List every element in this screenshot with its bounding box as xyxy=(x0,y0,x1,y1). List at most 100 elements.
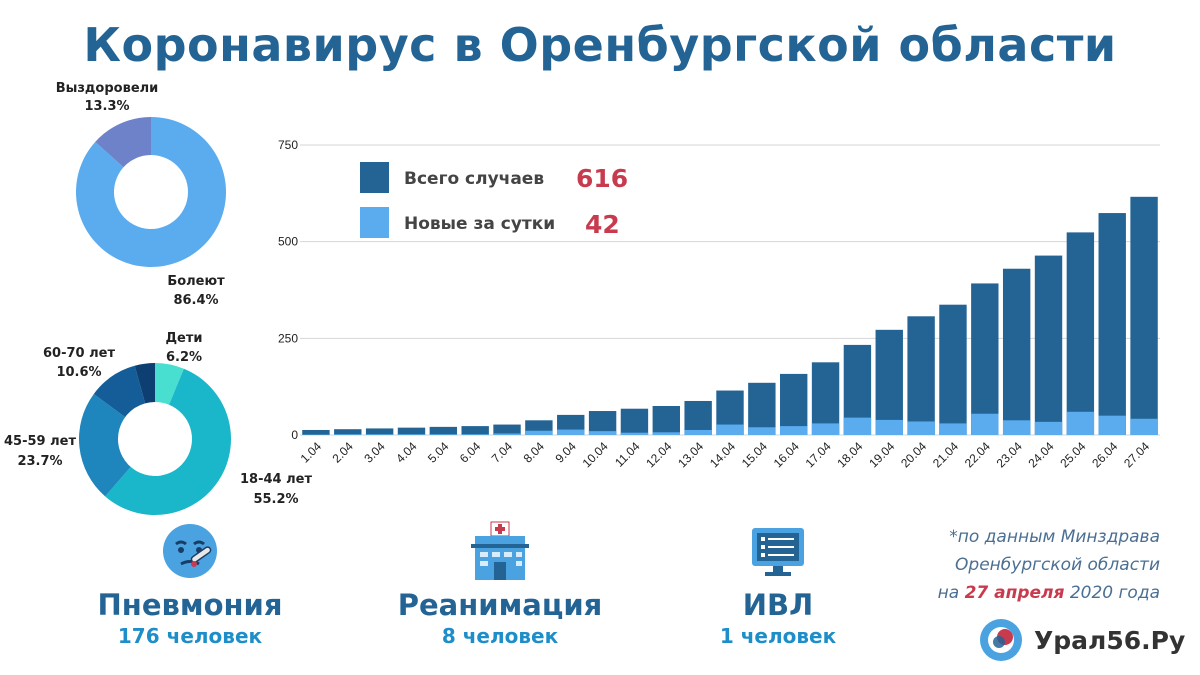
x-tick-label: 14.04 xyxy=(707,439,738,470)
source-note: *по данным Минздрава Оренбургской област… xyxy=(938,523,1160,607)
x-tick-label: 2.04 xyxy=(329,439,356,466)
bar-new xyxy=(557,429,585,435)
x-tick-label: 3.04 xyxy=(361,439,388,466)
age-label-45-59-name: 45-59 лет xyxy=(4,434,76,449)
bar-new xyxy=(939,423,967,435)
x-tick-label: 20.04 xyxy=(898,439,929,470)
age-slice-3 xyxy=(93,365,146,418)
bar-total xyxy=(334,429,362,435)
y-tick-label: 500 xyxy=(278,235,298,249)
bar-total xyxy=(1130,196,1158,435)
age-slice-2 xyxy=(78,393,131,497)
x-tick-label: 1.04 xyxy=(298,439,325,466)
bar-total xyxy=(397,427,426,435)
x-tick-label: 25.04 xyxy=(1057,439,1088,470)
x-tick-label: 13.04 xyxy=(675,439,706,470)
bar-new xyxy=(1002,420,1031,435)
bar-total xyxy=(971,283,999,435)
bar-new xyxy=(1034,421,1063,435)
stat-icu-value: 8 человек xyxy=(441,624,559,648)
age-slice-4 xyxy=(134,363,155,404)
x-tick-label: 18.04 xyxy=(834,439,865,470)
bar-new xyxy=(652,432,680,435)
brand-logo: Урал56.Ру xyxy=(978,617,1185,663)
source-note-line2: Оренбургской области xyxy=(955,555,1160,575)
y-tick-label: 0 xyxy=(291,428,298,442)
bar-new xyxy=(716,424,744,435)
bar-total xyxy=(939,304,967,435)
bar-total xyxy=(811,362,840,435)
bar-new xyxy=(811,423,840,435)
status-label-recovered-name: Выздоровели xyxy=(56,81,159,96)
bar-new xyxy=(1130,418,1158,435)
bar-total xyxy=(748,382,776,435)
legend-swatch-total xyxy=(360,162,389,193)
source-note-line3: на 27 апреля 2020 года xyxy=(938,579,1160,607)
status-label-sick-name: Болеют xyxy=(167,274,225,289)
age-label-45-59-pct: 23.7% xyxy=(17,454,62,469)
bar-new xyxy=(1066,411,1095,435)
status-label-sick-pct: 86.4% xyxy=(173,293,218,308)
stat-icu: Реанимация 8 человек xyxy=(370,520,630,648)
source-note-date: 27 апреля xyxy=(964,583,1065,603)
bar-new xyxy=(748,427,776,435)
x-tick-label: 9.04 xyxy=(552,439,579,466)
x-tick-label: 21.04 xyxy=(930,439,961,470)
x-tick-label: 12.04 xyxy=(643,439,674,470)
x-tick-label: 19.04 xyxy=(866,439,897,470)
x-tick-label: 27.04 xyxy=(1121,439,1152,470)
stat-ventilator: ИВЛ 1 человек xyxy=(648,520,908,648)
stat-ventilator-value: 1 человек xyxy=(719,624,837,648)
bar-total xyxy=(875,329,903,435)
age-label-children-pct: 6.2% xyxy=(166,350,202,365)
sick-face-icon xyxy=(163,524,217,578)
x-tick-label: 5.04 xyxy=(425,439,452,466)
age-label-children-name: Дети xyxy=(165,331,202,346)
bar-new xyxy=(875,419,903,435)
stat-pneumonia-value: 176 человек xyxy=(117,624,263,648)
x-tick-label: 6.04 xyxy=(457,439,484,466)
page-title: Коронавирус в Оренбургской области xyxy=(83,18,1117,72)
bar-total xyxy=(461,426,489,435)
x-tick-label: 26.04 xyxy=(1089,439,1120,470)
bar-total xyxy=(1098,213,1126,435)
status-label-recovered-pct: 13.3% xyxy=(84,99,129,114)
age-slice-1 xyxy=(105,368,231,515)
bar-total xyxy=(302,429,330,435)
x-tick-label: 22.04 xyxy=(962,439,993,470)
bar-total xyxy=(684,400,712,435)
status-slice-1 xyxy=(95,117,151,168)
status-slice-0 xyxy=(76,117,226,267)
y-tick-label: 750 xyxy=(278,138,298,152)
x-tick-label: 15.04 xyxy=(739,439,770,470)
bar-new xyxy=(429,434,458,435)
source-note-prefix: на xyxy=(937,583,965,603)
bar-new xyxy=(780,426,808,435)
legend-value-new: 42 xyxy=(585,210,620,239)
bar-new xyxy=(588,431,617,435)
x-tick-label: 7.04 xyxy=(489,439,516,466)
legend-swatch-new xyxy=(360,207,389,238)
bar-new xyxy=(334,434,362,435)
x-tick-label: 23.04 xyxy=(994,439,1025,470)
x-tick-label: 24.04 xyxy=(1026,439,1057,470)
bar-new xyxy=(971,413,999,435)
legend-label-new: Новые за сутки xyxy=(404,214,555,234)
x-tick-label: 4.04 xyxy=(393,439,420,466)
monitor-icon xyxy=(752,528,804,576)
chart-legend: Всего случаев 616 Новые за сутки 42 xyxy=(360,162,628,239)
bar-total xyxy=(588,411,617,435)
bar-new xyxy=(461,434,489,435)
stat-pneumonia-name: Пневмония xyxy=(97,588,283,622)
bar-new xyxy=(843,417,872,435)
bar-total xyxy=(907,316,935,435)
x-tick-label: 16.04 xyxy=(771,439,802,470)
age-label-18-44-name: 18-44 лет xyxy=(240,472,312,487)
x-tick-label: 11.04 xyxy=(612,439,643,470)
bar-new xyxy=(620,432,649,435)
bar-new xyxy=(493,433,521,435)
legend-label-total: Всего случаев xyxy=(404,169,544,189)
ural56-logo-icon xyxy=(980,619,1022,661)
age-donut: Дети 6.2% 60-70 лет 10.6% 45-59 лет 23.7… xyxy=(4,331,312,515)
